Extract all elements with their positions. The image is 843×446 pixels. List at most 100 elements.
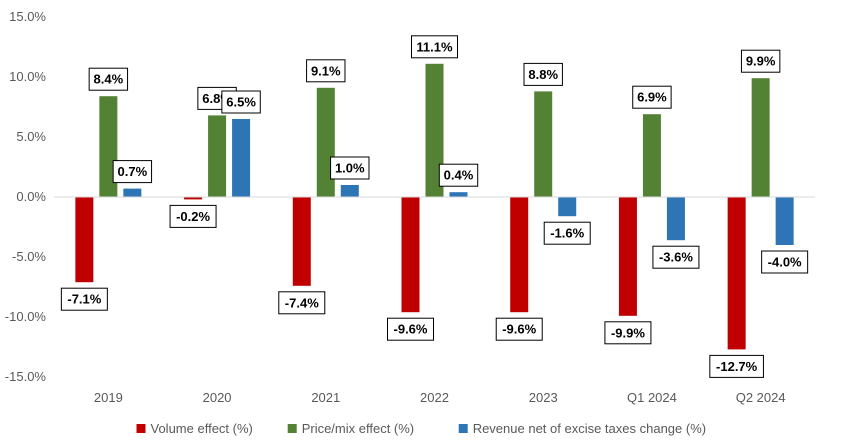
data-label-box [330, 156, 370, 180]
bar-volume [618, 197, 637, 316]
y-tick-label: -10.0% [5, 309, 47, 324]
bar-price-mix [208, 115, 227, 197]
bar-price-mix [316, 87, 335, 197]
data-label-box [604, 321, 652, 345]
x-tick-label: 2022 [420, 390, 449, 405]
data-label: 8.8% [523, 62, 563, 86]
legend-swatch [458, 424, 468, 433]
data-label: 8.4% [88, 67, 129, 91]
x-tick-label: 2023 [529, 390, 558, 405]
bar-price-mix [751, 78, 770, 197]
bar-price-mix [642, 114, 661, 197]
data-label-text: -3.6% [659, 250, 693, 265]
data-label-box [761, 250, 809, 274]
data-label-text: -0.2% [176, 209, 210, 224]
data-label-text: -12.7% [716, 359, 758, 374]
data-label-text: 6.9% [637, 90, 667, 105]
bars [75, 63, 794, 350]
bar-revenue [123, 188, 142, 197]
legend-item: Revenue net of excise taxes change (%) [458, 421, 706, 436]
data-label-box [523, 62, 563, 86]
data-label-box [543, 221, 591, 245]
data-label-text: -7.4% [285, 295, 319, 310]
data-label-text: 8.4% [94, 72, 124, 87]
x-tick-label: Q1 2024 [627, 390, 677, 405]
data-label-text: 9.1% [311, 63, 341, 78]
data-label: 6.5% [221, 90, 261, 114]
data-label-text: 9.9% [746, 54, 776, 69]
data-label: 0.7% [112, 160, 153, 184]
data-label-box [278, 291, 326, 315]
data-label: -7.1% [60, 287, 108, 311]
data-label-text: -9.6% [394, 322, 428, 337]
data-label-box [221, 90, 261, 114]
data-label: -0.2% [169, 204, 217, 228]
data-label-box [387, 317, 434, 341]
data-label-text: 0.7% [118, 164, 148, 179]
data-label: -4.0% [761, 250, 809, 274]
y-axis: 15.0% 10.0% 5.0% 0.0% -5.0% -10.0% -15.0% [5, 9, 47, 384]
legend-label: Revenue net of excise taxes change (%) [473, 421, 706, 436]
data-label-box [169, 204, 217, 228]
legend-swatch [287, 424, 297, 433]
y-tick-label: 5.0% [16, 129, 46, 144]
bar-volume [292, 197, 311, 286]
data-label-box [495, 317, 543, 341]
data-label-text: -1.6% [550, 226, 584, 241]
data-label: -3.6% [652, 245, 700, 269]
data-label-text: -7.1% [67, 292, 101, 307]
bar-revenue [232, 119, 251, 197]
bar-volume [401, 197, 420, 313]
data-label: -9.6% [495, 317, 543, 341]
data-label-box [652, 245, 700, 269]
bar-revenue [340, 185, 359, 197]
legend-item: Volume effect (%) [136, 421, 253, 436]
data-label-text: 1.0% [335, 161, 365, 176]
y-tick-label: -15.0% [5, 369, 47, 384]
y-tick-label: 10.0% [9, 69, 46, 84]
data-label: 6.9% [632, 85, 672, 109]
data-label-text: -4.0% [768, 255, 802, 270]
data-label: -9.9% [604, 321, 652, 345]
data-label-text: 6.5% [226, 95, 256, 110]
data-label-text: 8.8% [528, 67, 558, 82]
data-label-text: -9.9% [611, 325, 645, 340]
x-tick-label: Q2 2024 [736, 390, 786, 405]
x-tick-label: 2020 [203, 390, 232, 405]
data-label-box [60, 287, 108, 311]
y-tick-label: 0.0% [16, 189, 46, 204]
x-axis: 2019 2020 2021 2022 2023 Q1 2024 Q2 2024 [94, 390, 786, 405]
data-label: 0.4% [438, 163, 479, 187]
data-label: -12.7% [709, 354, 764, 378]
data-labels: -7.1%8.4%0.7%-0.2%6.8%6.5%-7.4%9.1%1.0%-… [60, 35, 809, 378]
data-label-box [740, 49, 781, 73]
data-label: 9.1% [306, 59, 346, 83]
data-label-box [709, 354, 764, 378]
data-label-box [112, 160, 153, 184]
bar-revenue [775, 197, 794, 245]
y-tick-label: -5.0% [12, 249, 46, 264]
bar-volume [184, 197, 203, 200]
data-label-text: 11.1% [416, 39, 453, 54]
legend-label: Volume effect (%) [151, 421, 253, 436]
data-label-box [88, 67, 129, 91]
y-tick-label: 15.0% [9, 9, 46, 24]
bar-volume [510, 197, 529, 313]
data-label-text: -9.6% [502, 322, 536, 337]
legend-swatch [136, 424, 146, 433]
x-tick-label: 2019 [94, 390, 123, 405]
bar-volume [75, 197, 94, 283]
bar-revenue [666, 197, 685, 241]
bar-volume [727, 197, 746, 350]
data-label: 1.0% [330, 156, 370, 180]
bar-price-mix [534, 91, 553, 197]
bar-revenue [558, 197, 577, 217]
legend: Volume effect (%) Price/mix effect (%) Rev… [136, 421, 706, 436]
data-label: 11.1% [411, 35, 458, 59]
data-label: -7.4% [278, 291, 326, 315]
legend-item: Price/mix effect (%) [287, 421, 414, 436]
data-label: -1.6% [543, 221, 591, 245]
data-label-box [411, 35, 458, 59]
x-tick-label: 2021 [311, 390, 340, 405]
